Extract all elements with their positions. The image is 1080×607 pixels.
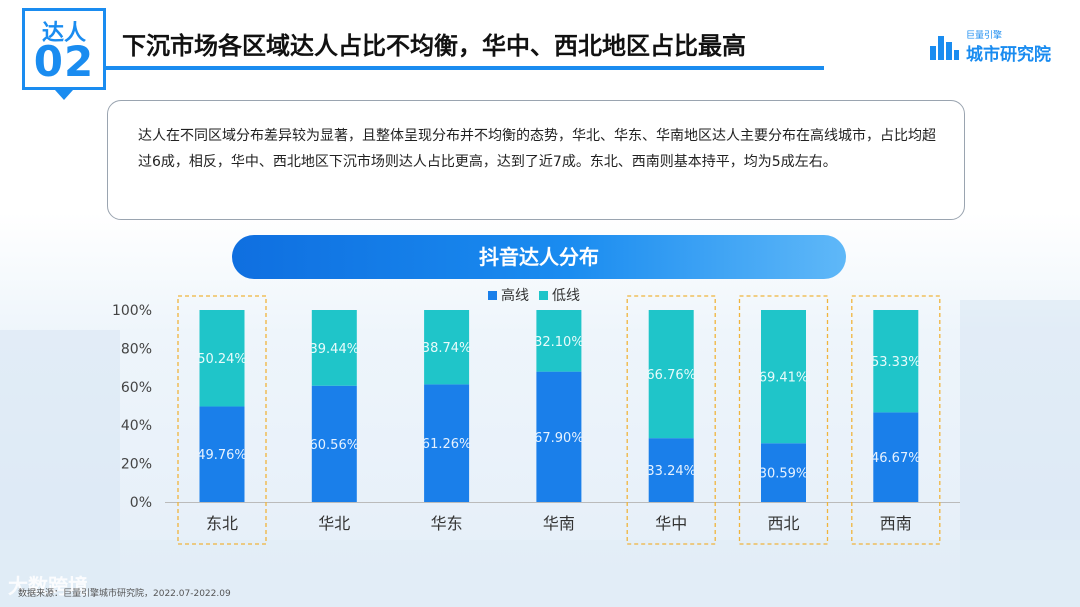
x-tick-label: 华中 — [655, 514, 687, 533]
logo-subtitle: 巨量引擎 — [966, 31, 1003, 41]
bar-low — [873, 310, 919, 413]
highlight-box — [738, 295, 829, 545]
x-tick-label: 东北 — [206, 514, 238, 533]
data-label-low: 69.41% — [759, 371, 809, 386]
logo-title: 城市研究院 — [966, 45, 1051, 65]
legend-label-low: 低线 — [552, 288, 580, 304]
chart-title: 抖音达人分布 — [232, 235, 846, 279]
badge-label: 达人 — [41, 21, 86, 46]
y-tick-label: 100% — [112, 303, 152, 319]
bar-high — [424, 384, 470, 502]
highlight-box — [851, 295, 941, 545]
x-tick-label: 华南 — [543, 514, 575, 533]
logo: 巨量引擎 城市研究院 — [930, 26, 1070, 66]
data-label-high: 33.24% — [646, 464, 696, 479]
x-tick-label: 华东 — [431, 514, 463, 533]
building-icon — [930, 32, 960, 60]
data-label-low: 53.33% — [871, 355, 921, 370]
data-source: 数据来源：巨量引擎城市研究院，2022.07-2022.09 — [18, 589, 231, 599]
description-text: 达人在不同区域分布差异较为显著，且整体呈现分布并不均衡的态势，华北、华东、华南地… — [138, 128, 936, 170]
legend-item-high: 高线 — [488, 285, 529, 305]
data-label-high: 60.56% — [310, 438, 360, 453]
highlight-box — [626, 295, 716, 545]
bar-high — [761, 443, 806, 502]
bar-low — [536, 310, 582, 372]
y-tick-label: 80% — [121, 341, 152, 357]
data-label-low: 38.74% — [422, 341, 472, 356]
legend-item-low: 低线 — [539, 285, 580, 305]
badge-pointer — [55, 90, 73, 100]
description-box: 达人在不同区域分布差异较为显著，且整体呈现分布并不均衡的态势，华北、华东、华南地… — [107, 100, 965, 220]
data-label-high: 46.67% — [871, 451, 921, 466]
bar-low — [648, 310, 694, 439]
badge-number: 02 — [33, 37, 95, 86]
bar-low — [424, 310, 470, 385]
legend-label-high: 高线 — [501, 288, 529, 304]
x-tick-label: 西南 — [880, 514, 912, 533]
bar-high — [536, 371, 582, 502]
legend-swatch-high — [488, 290, 497, 300]
bar-low — [761, 310, 806, 444]
x-tick-label: 西北 — [767, 514, 799, 533]
section-badge: 达人 02 — [22, 8, 106, 90]
highlight-box — [177, 295, 267, 545]
y-tick-label: 40% — [121, 418, 152, 434]
legend-swatch-low — [539, 290, 548, 300]
data-label-high: 61.26% — [422, 437, 472, 452]
data-label-low: 50.24% — [197, 352, 247, 367]
bar-high — [873, 412, 919, 502]
x-tick-label: 华北 — [318, 514, 350, 533]
bar-low — [311, 310, 357, 386]
y-tick-label: 60% — [121, 380, 152, 396]
chart-legend: 高线 低线 — [488, 285, 580, 305]
bar-high — [311, 385, 357, 502]
page-title: 下沉市场各区域达人占比不均衡，华中、西北地区占比最高 — [122, 32, 746, 60]
data-label-low: 66.76% — [646, 368, 696, 383]
data-label-high: 30.59% — [759, 467, 809, 482]
y-tick-label: 20% — [121, 457, 152, 473]
data-label-low: 39.44% — [310, 342, 360, 357]
bar-low — [199, 310, 245, 407]
data-label-low: 32.10% — [534, 335, 584, 350]
data-label-high: 67.90% — [534, 431, 584, 446]
bar-high — [648, 438, 694, 502]
watermark: 大数跨境 — [8, 574, 88, 598]
title-underline — [106, 66, 824, 70]
data-label-high: 49.76% — [197, 448, 247, 463]
bar-high — [199, 406, 245, 502]
y-tick-label: 0% — [130, 495, 152, 511]
